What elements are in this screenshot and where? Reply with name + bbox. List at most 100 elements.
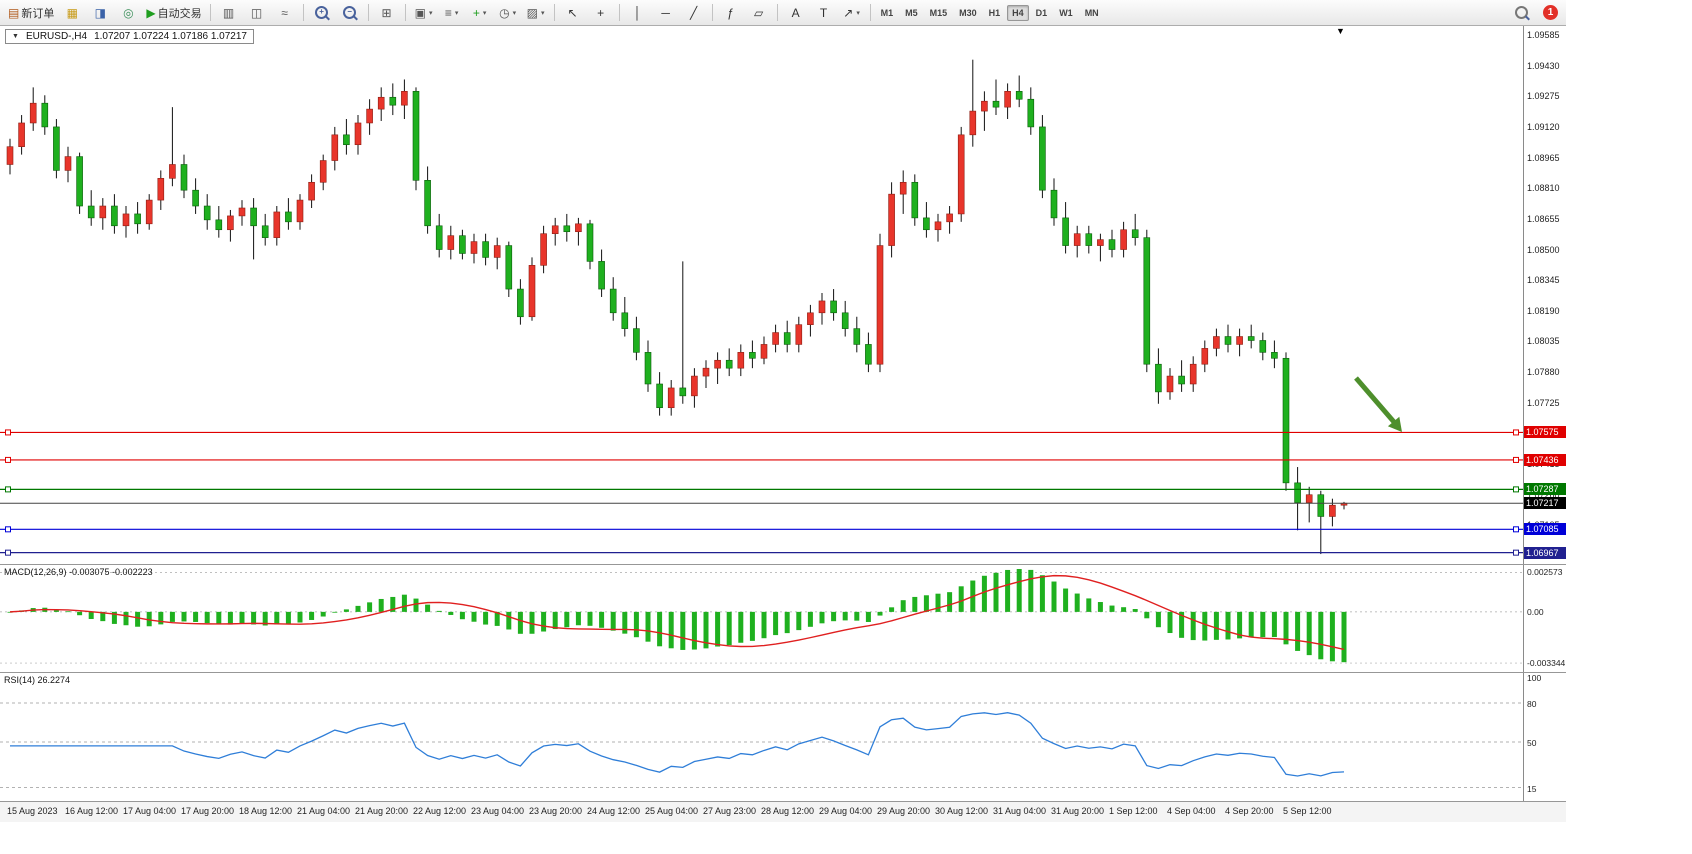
- line-handle[interactable]: [1513, 429, 1519, 436]
- line-handle[interactable]: [5, 429, 11, 436]
- arrows-button[interactable]: ↗ ▾: [838, 2, 866, 24]
- tile-windows-icon: ⊞: [381, 5, 392, 20]
- candle: [783, 332, 791, 345]
- price-axis: 1.09585 1.09430 1.09275 1.09120 1.08965 1.088…: [1523, 26, 1566, 564]
- candle: [261, 225, 269, 238]
- new-chart-button[interactable]: ▣ ▾: [410, 2, 438, 24]
- clock-icon: ◷: [499, 5, 510, 20]
- tile-windows-button[interactable]: ⊞: [373, 2, 401, 24]
- candle: [1155, 363, 1162, 393]
- candle: [53, 126, 60, 171]
- horizontal-line-icon: ─: [661, 5, 670, 20]
- candlestick-chart-button[interactable]: ◫: [243, 2, 271, 24]
- candlesticks: [6, 59, 1348, 555]
- toolbar-separator: [302, 4, 304, 21]
- timeframe-m1[interactable]: M1: [880, 7, 894, 18]
- time-axis-label: 15 Aug 2023: [7, 806, 58, 816]
- candle: [377, 96, 385, 110]
- timeframe-h4[interactable]: H4: [1007, 4, 1029, 21]
- fibonacci-button[interactable]: ƒ: [717, 2, 745, 24]
- macd-histogram: [7, 569, 1347, 663]
- macd-axis-label: 0.00: [1527, 606, 1544, 617]
- cursor-button[interactable]: ↖: [559, 2, 587, 24]
- template-icon: ▨: [526, 5, 538, 20]
- candle: [1131, 229, 1139, 238]
- line-handle[interactable]: [1513, 456, 1519, 463]
- candle: [180, 164, 188, 191]
- zoom-in-icon: +: [315, 6, 329, 19]
- charts-button[interactable]: ▦: [58, 2, 86, 24]
- line-handle[interactable]: [5, 486, 11, 493]
- profiles-button[interactable]: ◨: [86, 2, 114, 24]
- macd-panel: MACD(12,26,9) -0.003075 -0.002223 0.0025…: [0, 564, 1566, 672]
- candle: [331, 134, 339, 161]
- bar-chart-icon: ▥: [222, 5, 235, 20]
- chevron-down-icon: ▾: [856, 9, 860, 17]
- timeframe-m5[interactable]: M5: [905, 7, 918, 18]
- trend-line-button[interactable]: ╱: [680, 2, 708, 24]
- bar-chart-button[interactable]: ▥: [215, 2, 243, 24]
- zoom-in-button[interactable]: +: [308, 2, 336, 24]
- line-handle[interactable]: [5, 456, 11, 463]
- timeframe-m15[interactable]: M15: [929, 7, 948, 18]
- indicators-plus-icon: +: [472, 5, 480, 20]
- timeframe-mn[interactable]: MN: [1084, 7, 1099, 18]
- timeframe-m30[interactable]: M30: [959, 7, 977, 18]
- mt4-window: ▤ 新订单 ▦ ◨ ◎ ▶ 自动交易 ▥ ◫ ≈ + − ⊞ ▣ ▾ ≡ ▾ + ▾ ◷ ▾ ▨ ▾ ↖ + │ ─ ╱ ƒ ▱ A T ↗ ▾ M…: [0, 0, 1566, 820]
- candle: [145, 199, 153, 225]
- profiles-menu-button[interactable]: ≡ ▾: [438, 2, 466, 24]
- candle: [1236, 336, 1243, 345]
- auto-trading-button[interactable]: ▶ 自动交易: [142, 2, 205, 24]
- rsi-panel-chart[interactable]: [0, 673, 1524, 800]
- time-axis-label: 23 Aug 04:00: [471, 806, 525, 816]
- shapes-button[interactable]: ▱: [745, 2, 773, 24]
- line-chart-icon: ≈: [281, 5, 288, 20]
- candle: [389, 96, 397, 106]
- vertical-line-button[interactable]: │: [624, 2, 652, 24]
- candle: [876, 245, 884, 365]
- templates-button[interactable]: ▨ ▾: [522, 2, 550, 24]
- price-axis-label: 1.08965: [1527, 152, 1560, 163]
- line-handle[interactable]: [5, 526, 11, 533]
- zoom-out-button[interactable]: −: [336, 2, 364, 24]
- line-handle[interactable]: [1513, 549, 1519, 556]
- time-axis[interactable]: 15 Aug 2023 16 Aug 12:00 17 Aug 04:00 17 Au…: [0, 801, 1566, 822]
- price-tag: 1.07217: [1524, 497, 1566, 510]
- macd-panel-chart[interactable]: [0, 565, 1524, 671]
- line-handle[interactable]: [1513, 526, 1519, 533]
- price-axis-label: 1.08500: [1527, 244, 1560, 255]
- time-axis-label: 21 Aug 20:00: [355, 806, 409, 816]
- candle: [447, 235, 455, 250]
- chevron-down-icon: ▾: [428, 9, 433, 17]
- text-label-button[interactable]: T: [810, 2, 838, 24]
- periods-button[interactable]: ◷ ▾: [494, 2, 522, 24]
- notification-badge[interactable]: 1: [1543, 5, 1558, 20]
- macd-label: MACD(12,26,9) -0.003075 -0.002223: [4, 567, 153, 577]
- arrow-annotation[interactable]: [1354, 376, 1402, 432]
- price-axis-label: 1.07880: [1527, 367, 1560, 378]
- line-chart-button[interactable]: ≈: [271, 2, 299, 24]
- horizontal-line-button[interactable]: ─: [652, 2, 680, 24]
- line-handle[interactable]: [5, 549, 11, 556]
- chevron-down-icon: ▾: [454, 9, 459, 17]
- candle: [227, 215, 234, 231]
- candle: [911, 181, 919, 219]
- chart-info-box[interactable]: ▼ EURUSD-,H4 1.07207 1.07224 1.07186 1.0…: [5, 29, 254, 44]
- candle: [1329, 504, 1336, 517]
- price-chart[interactable]: [0, 26, 1524, 564]
- search-button[interactable]: [1507, 2, 1535, 24]
- line-handle[interactable]: [1513, 486, 1519, 493]
- new-order-button[interactable]: ▤ 新订单: [4, 2, 58, 24]
- candle: [192, 189, 199, 207]
- candle: [540, 233, 547, 266]
- timeframe-h1[interactable]: H1: [988, 7, 1001, 18]
- timeframe-d1[interactable]: D1: [1035, 7, 1048, 18]
- candle: [714, 359, 721, 369]
- crosshair-button[interactable]: +: [587, 2, 615, 24]
- text-button[interactable]: A: [782, 2, 810, 24]
- timeframe-w1[interactable]: W1: [1059, 7, 1073, 18]
- indicators-button[interactable]: + ▾: [466, 2, 494, 24]
- price-tag: 1.06967: [1524, 546, 1566, 559]
- time-axis-label: 4 Sep 20:00: [1225, 806, 1274, 816]
- data-window-button[interactable]: ◎: [114, 2, 142, 24]
